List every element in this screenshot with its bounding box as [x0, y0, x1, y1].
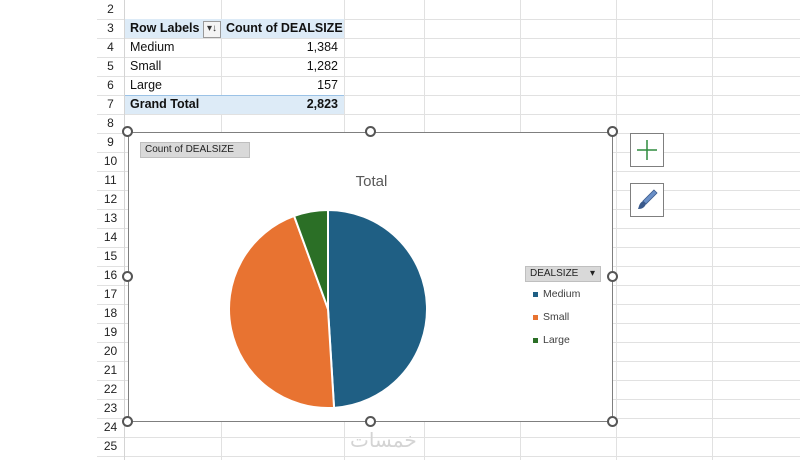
row-header[interactable]: 25	[97, 437, 124, 457]
gridline-horizontal	[125, 38, 800, 39]
plus-icon	[637, 140, 657, 160]
gridline-horizontal	[125, 437, 800, 438]
pie-slice-small[interactable]	[227, 214, 336, 409]
legend-swatch	[533, 337, 538, 343]
pivot-row-label[interactable]: Small	[130, 59, 162, 73]
gridline-horizontal	[125, 19, 800, 20]
legend-label: Medium	[543, 288, 581, 300]
pie-slice-large[interactable]	[292, 208, 329, 310]
resize-handle-right[interactable]	[607, 271, 618, 282]
row-header[interactable]: 11	[97, 171, 124, 191]
chart-styles-button[interactable]	[630, 183, 664, 217]
resize-handle-top[interactable]	[365, 126, 376, 137]
row-header[interactable]: 13	[97, 209, 124, 229]
gridline-vertical	[712, 0, 713, 460]
watermark: خمسات	[350, 428, 417, 452]
resize-handle-top-right[interactable]	[607, 126, 618, 137]
row-header[interactable]: 8	[97, 114, 124, 134]
resize-handle-bottom[interactable]	[365, 416, 376, 427]
row-header[interactable]: 18	[97, 304, 124, 324]
paintbrush-icon	[638, 189, 658, 209]
row-header[interactable]: 19	[97, 323, 124, 343]
pivot-row-label[interactable]: Medium	[130, 40, 175, 54]
row-header[interactable]: 3	[97, 19, 124, 39]
legend-field-label: DEALSIZE	[530, 268, 579, 279]
legend-field-button[interactable]: DEALSIZE ▾	[525, 266, 601, 282]
dropdown-arrow-icon: ▾	[589, 268, 595, 279]
legend-item-large[interactable]: Large	[533, 334, 570, 346]
legend-label: Large	[543, 334, 570, 346]
row-header[interactable]: 24	[97, 418, 124, 438]
pivot-header-row-labels[interactable]: Row Labels	[130, 21, 200, 35]
pie-chart-plot[interactable]	[129, 133, 614, 423]
legend-item-medium[interactable]: Medium	[533, 288, 580, 300]
gridline-horizontal	[125, 76, 800, 77]
value-field-button[interactable]: Count of DEALSIZE	[140, 142, 250, 158]
sort-filter-dropdown-icon[interactable]: ▾↓	[203, 21, 221, 38]
legend-swatch	[533, 314, 538, 320]
resize-handle-left[interactable]	[122, 271, 133, 282]
row-header[interactable]: 10	[97, 152, 124, 172]
legend-item-small[interactable]: Small	[533, 311, 569, 323]
resize-handle-top-left[interactable]	[122, 126, 133, 137]
pivot-row-value[interactable]: 1,282	[306, 59, 338, 73]
gridline-horizontal	[125, 456, 800, 457]
pivot-header-count[interactable]: Count of DEALSIZE	[226, 21, 343, 35]
pie-slice-medium[interactable]	[327, 208, 429, 409]
pivot-header-background	[125, 19, 344, 38]
gridline-horizontal	[125, 57, 800, 58]
row-header[interactable]: 7	[97, 95, 124, 115]
pivot-chart[interactable]: Count of DEALSIZE Total DEALSIZE ▾ Mediu…	[128, 132, 613, 422]
gridline-horizontal	[125, 95, 800, 96]
row-header[interactable]: 23	[97, 399, 124, 419]
row-header[interactable]: 22	[97, 380, 124, 400]
row-header[interactable]: 21	[97, 361, 124, 381]
row-header[interactable]: 5	[97, 57, 124, 77]
row-header[interactable]: 20	[97, 342, 124, 362]
pivot-grand-total-label[interactable]: Grand Total	[130, 97, 200, 111]
resize-handle-bottom-right[interactable]	[607, 416, 618, 427]
legend-swatch	[533, 291, 538, 297]
row-header[interactable]: 12	[97, 190, 124, 210]
pivot-row-value[interactable]: 157	[317, 78, 338, 92]
row-header[interactable]: 2	[97, 0, 124, 20]
legend-label: Small	[543, 311, 570, 323]
row-header[interactable]: 4	[97, 38, 124, 58]
row-header[interactable]: 15	[97, 247, 124, 267]
chart-title[interactable]: Total	[355, 173, 388, 190]
gridline-horizontal	[125, 114, 800, 115]
row-header[interactable]: 6	[97, 76, 124, 96]
row-header[interactable]: 17	[97, 285, 124, 305]
resize-handle-bottom-left[interactable]	[122, 416, 133, 427]
pivot-row-value[interactable]: 1,384	[306, 40, 338, 54]
pivot-grand-total-value[interactable]: 2,823	[306, 97, 338, 111]
row-header[interactable]: 9	[97, 133, 124, 153]
row-header-divider	[124, 0, 125, 460]
row-header[interactable]: 16	[97, 266, 124, 286]
pivot-total-background	[125, 95, 344, 114]
gridline-vertical	[616, 0, 617, 460]
pivot-row-label[interactable]: Large	[130, 78, 162, 92]
chart-elements-button[interactable]	[630, 133, 664, 167]
row-header[interactable]: 14	[97, 228, 124, 248]
